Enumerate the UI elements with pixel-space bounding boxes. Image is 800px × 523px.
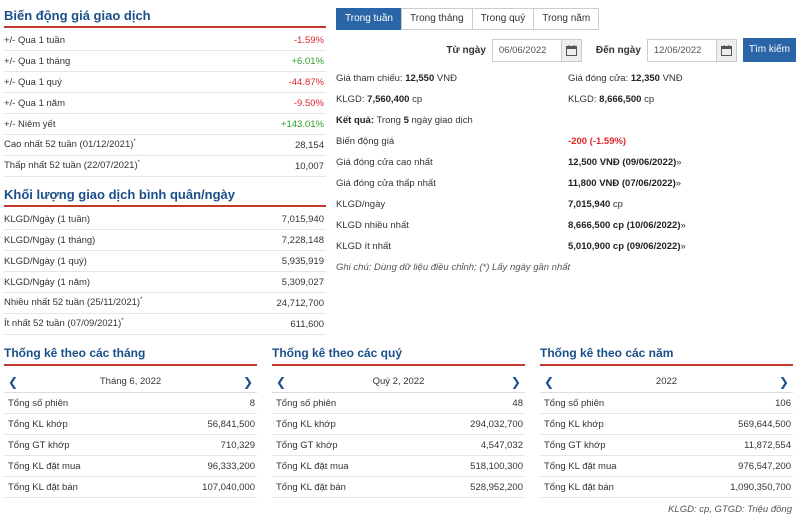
summary-row: KLGD/ngày 7,015,940 cp: [336, 199, 623, 210]
price-change-title: Biến động giá giao dịch: [4, 8, 326, 28]
table-row: +/- Niêm yết +143.01%: [4, 114, 326, 135]
table-row: Tổng GT khớp 710,329: [4, 435, 257, 456]
left-column: Biến động giá giao dịch +/- Qua 1 tuần -1…: [4, 8, 326, 335]
from-date-value[interactable]: 06/06/2022: [498, 44, 547, 56]
summary-row: KLGD ít nhất 5,010,900 cp (09/06/2022)»: [336, 241, 686, 252]
result-row: Kết quả: Trong 5 ngày giao dịch: [336, 115, 473, 126]
tab-month[interactable]: Trong tháng: [401, 8, 473, 30]
period-navigator: ❮ Tháng 6, 2022 ❯: [4, 371, 257, 393]
to-date-label: Đến ngày: [595, 44, 641, 56]
table-row: KLGD/Ngày (1 tuần) 7,015,940: [4, 209, 326, 230]
right-column: Trong tuần Trong tháng Trong quý Trong n…: [336, 8, 796, 278]
period-label: 2022: [655, 376, 678, 387]
chevron-right-icon[interactable]: ❯: [778, 374, 789, 389]
panel-months: Thống kê theo các tháng ❮ Tháng 6, 2022 …: [4, 346, 257, 498]
chevron-left-icon[interactable]: ❮: [544, 374, 555, 389]
period-tabs: Trong tuần Trong tháng Trong quý Trong n…: [336, 8, 796, 30]
table-row: KLGD/Ngày (1 tháng) 7,228,148: [4, 230, 326, 251]
table-row: Tổng KL đặt mua 96,333,200: [4, 456, 257, 477]
date-search-bar: Từ ngày 06/06/2022 Đến ngày 12/06/2022 T…: [336, 38, 796, 62]
panel-title: Thống kê theo các tháng: [4, 346, 257, 366]
table-row: Tổng KL khớp 569,644,500: [540, 414, 793, 435]
table-row: +/- Qua 1 quý -44.87%: [4, 72, 326, 93]
search-button[interactable]: Tìm kiếm: [742, 38, 796, 62]
table-row: Tổng KL đặt bán 528,952,200: [272, 477, 525, 498]
chevron-right-icon[interactable]: ❯: [242, 374, 253, 389]
summary-row: KLGD nhiều nhất 8,666,500 cp (10/06/2022…: [336, 220, 686, 231]
panel-title: Thống kê theo các quý: [272, 346, 525, 366]
calendar-icon[interactable]: [715, 39, 736, 61]
table-row: Thấp nhất 52 tuần (22/07/2021)* 10,007: [4, 156, 326, 177]
table-row: Cao nhất 52 tuần (01/12/2021)* 28,154: [4, 135, 326, 156]
from-date-label: Từ ngày: [446, 44, 486, 56]
table-row: Tổng GT khớp 4,547,032: [272, 435, 525, 456]
summary-row: Giá tham chiếu: 12,550 VNĐ Giá đóng cửa:…: [336, 73, 683, 84]
table-row: Tổng số phiên 8: [4, 393, 257, 414]
panel-years: Thống kê theo các năm ❮ 2022 ❯ Tổng số p…: [540, 346, 793, 498]
period-navigator: ❮ Quý 2, 2022 ❯: [272, 371, 525, 393]
chevron-left-icon[interactable]: ❮: [276, 374, 287, 389]
avg-volume-title: Khối lượng giao dịch bình quân/ngày: [4, 187, 326, 207]
table-row: KLGD/Ngày (1 năm) 5,309,027: [4, 272, 326, 293]
tab-week[interactable]: Trong tuần: [336, 8, 402, 30]
table-row: Tổng KL đặt bán 1,090,350,700: [540, 477, 793, 498]
panel-quarters: Thống kê theo các quý ❮ Quý 2, 2022 ❯ Tổ…: [272, 346, 525, 498]
table-row: Tổng KL đặt mua 976,547,200: [540, 456, 793, 477]
table-row: Tổng số phiên 106: [540, 393, 793, 414]
units-footnote: KLGD: cp, GTGD: Triệu đồng: [668, 504, 792, 515]
table-row: Tổng GT khớp 11,872,554: [540, 435, 793, 456]
period-label: Tháng 6, 2022: [99, 376, 162, 387]
table-row: Tổng KL khớp 294,032,700: [272, 414, 525, 435]
table-row: Tổng số phiên 48: [272, 393, 525, 414]
table-row: Ít nhất 52 tuần (07/09/2021)* 611,600: [4, 314, 326, 335]
table-row: +/- Qua 1 tháng +6.01%: [4, 51, 326, 72]
period-label: Quý 2, 2022: [372, 376, 425, 387]
summary-row: Giá đóng cửa cao nhất 12,500 VNĐ (09/06/…: [336, 157, 682, 168]
table-row: +/- Qua 1 tuần -1.59%: [4, 30, 326, 51]
panel-title: Thống kê theo các năm: [540, 346, 793, 366]
table-row: +/- Qua 1 năm -9.50%: [4, 93, 326, 114]
summary-note: Ghi chú: Dùng dữ liệu điều chỉnh; (*) Lấ…: [336, 262, 571, 273]
table-row: Tổng KL khớp 56,841,500: [4, 414, 257, 435]
from-date-field[interactable]: 06/06/2022: [491, 38, 582, 62]
table-row: Tổng KL đặt mua 518,100,300: [272, 456, 525, 477]
table-row: Tổng KL đặt bán 107,040,000: [4, 477, 257, 498]
avg-volume-table: KLGD/Ngày (1 tuần) 7,015,940 KLGD/Ngày (1…: [4, 209, 326, 335]
period-navigator: ❮ 2022 ❯: [540, 371, 793, 393]
to-date-value[interactable]: 12/06/2022: [653, 44, 702, 56]
tab-quarter[interactable]: Trong quý: [471, 8, 535, 30]
to-date-field[interactable]: 12/06/2022: [646, 38, 737, 62]
summary-row: Giá đóng cửa thấp nhất 11,800 VNĐ (07/06…: [336, 178, 682, 189]
summary-row: Biến động giá -200 (-1.59%): [336, 136, 627, 147]
summary-block: Giá tham chiếu: 12,550 VNĐ Giá đóng cửa:…: [336, 68, 796, 278]
summary-row: KLGD: 7,560,400 cp KLGD: 8,666,500 cp: [336, 94, 655, 105]
calendar-icon[interactable]: [560, 39, 581, 61]
table-row: Nhiều nhất 52 tuần (25/11/2021)* 24,712,7…: [4, 293, 326, 314]
table-row: KLGD/Ngày (1 quý) 5,935,919: [4, 251, 326, 272]
price-change-table: +/- Qua 1 tuần -1.59% +/- Qua 1 tháng +6.0…: [4, 30, 326, 177]
chevron-right-icon[interactable]: ❯: [510, 374, 521, 389]
chevron-left-icon[interactable]: ❮: [8, 374, 19, 389]
tab-year[interactable]: Trong năm: [533, 8, 600, 30]
